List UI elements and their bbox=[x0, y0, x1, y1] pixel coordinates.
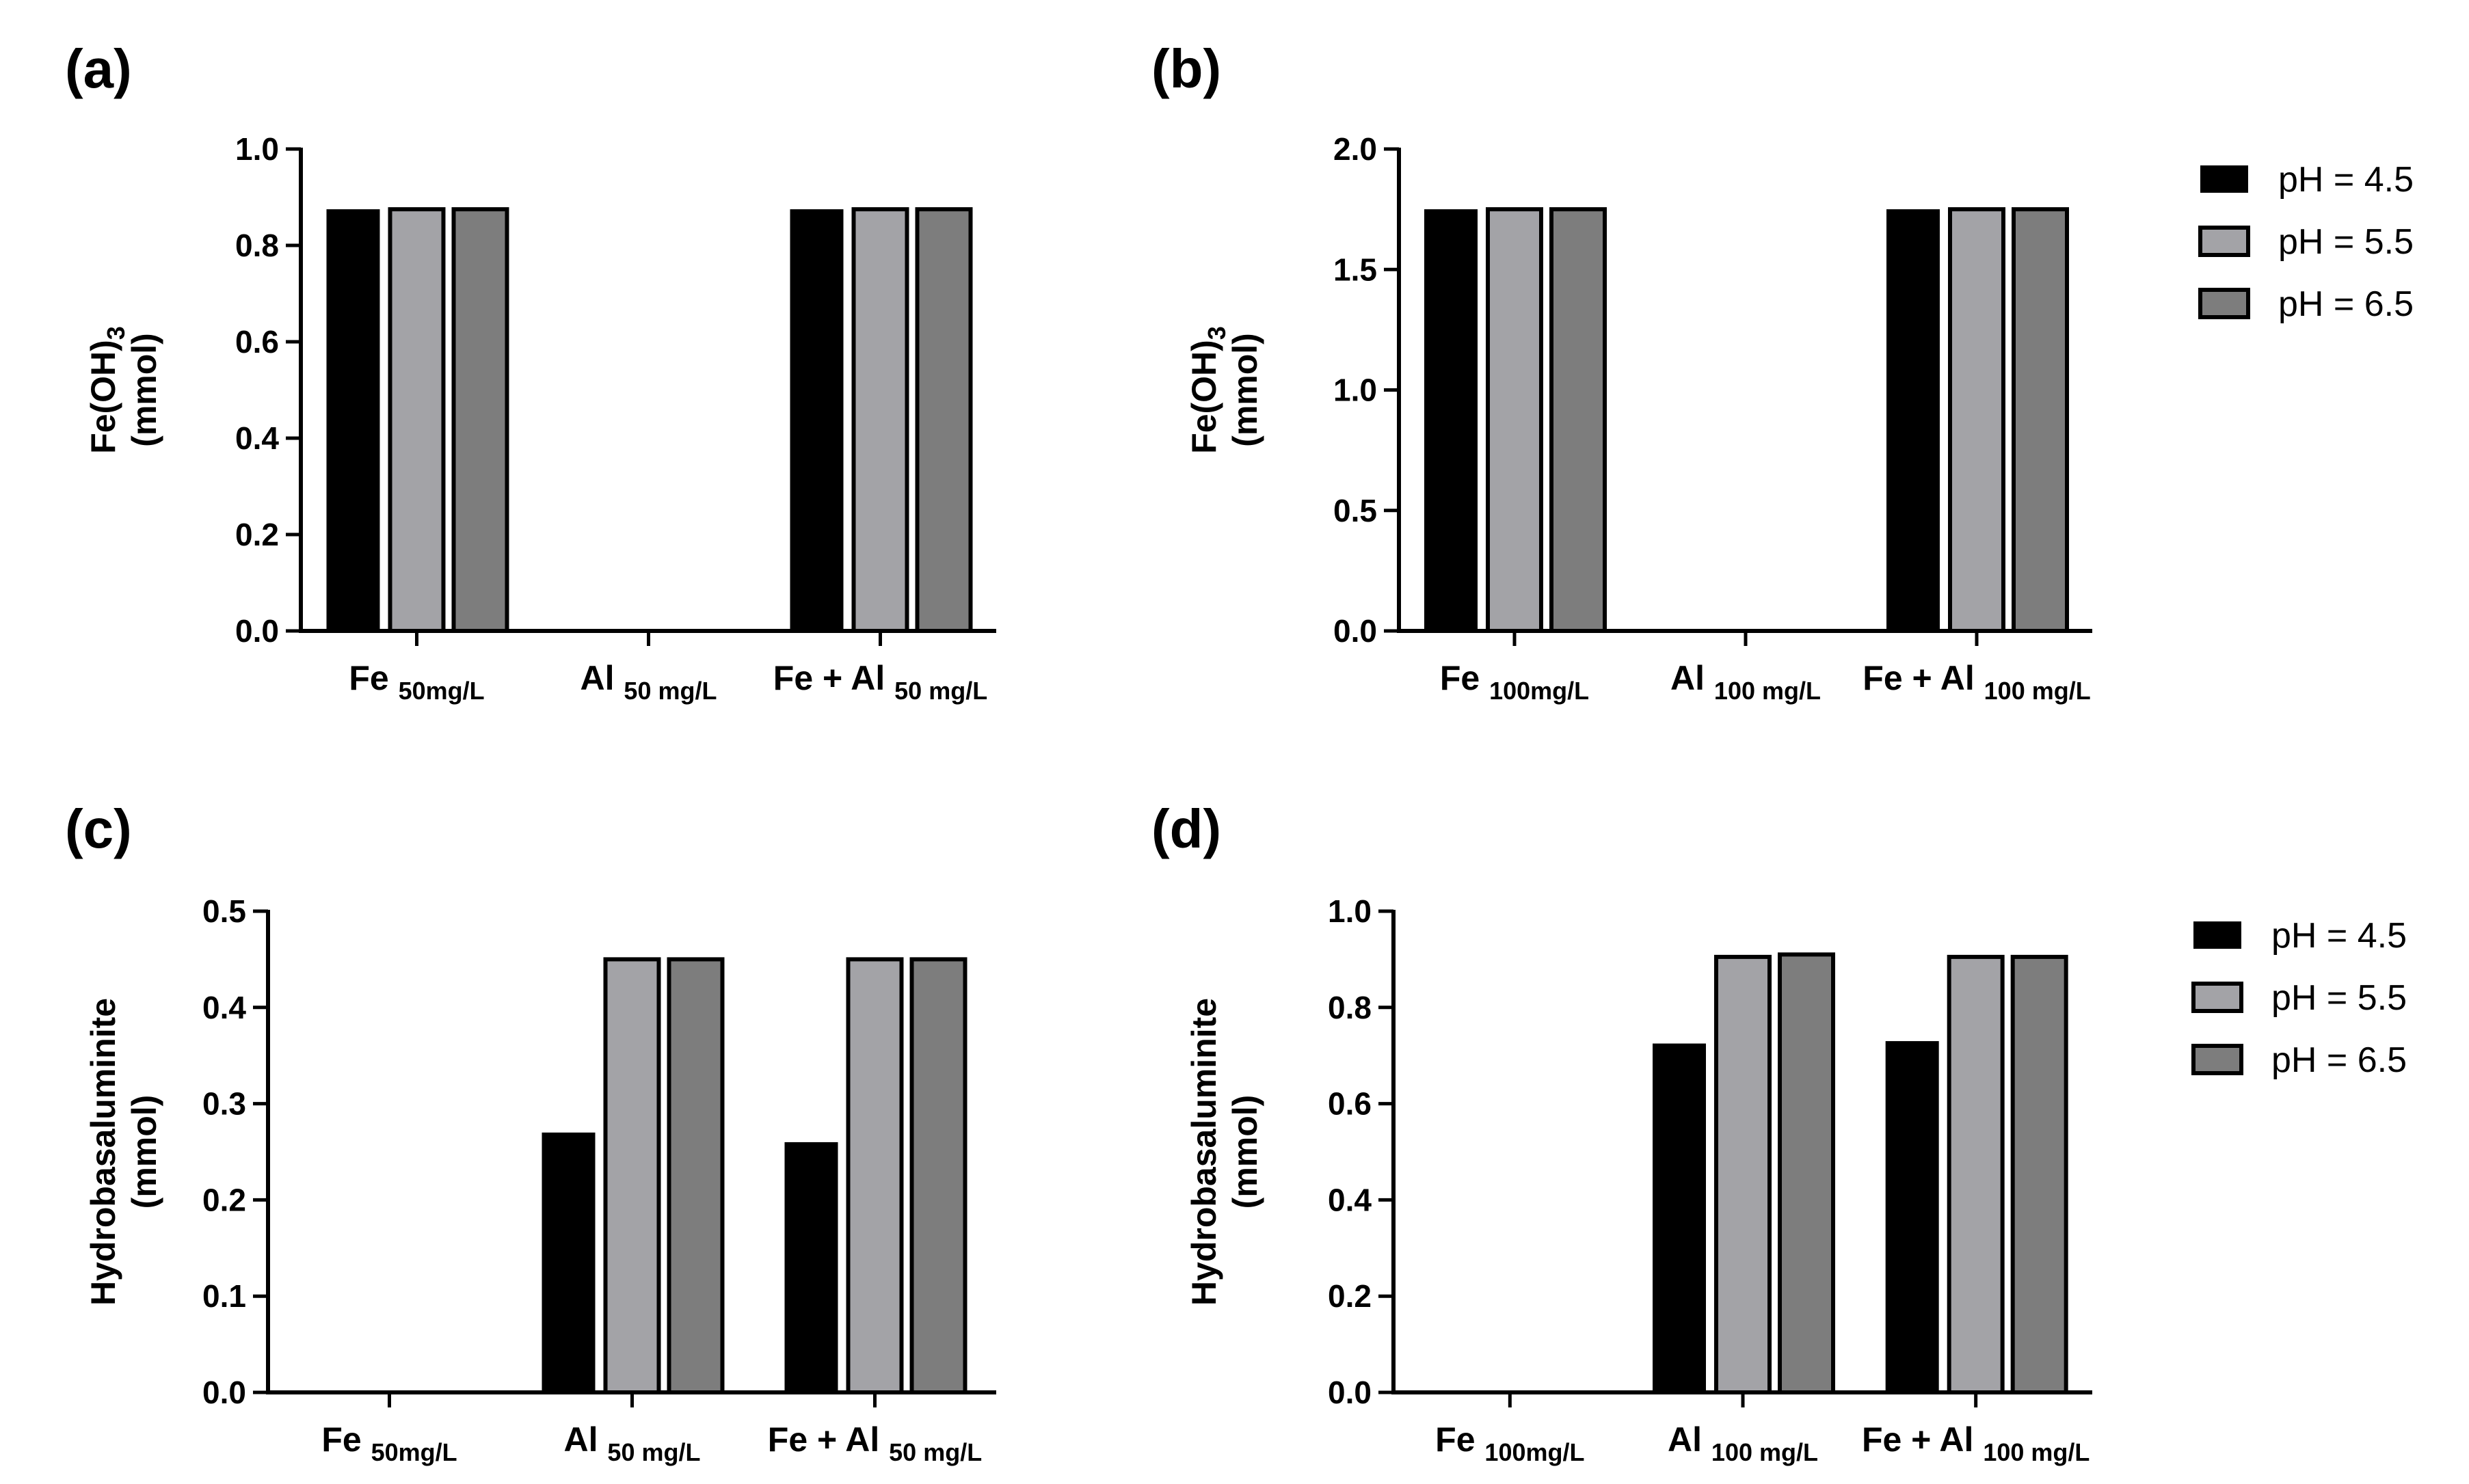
y-tick-label: 0.4 bbox=[202, 990, 246, 1025]
panel-label: (c) bbox=[65, 798, 132, 859]
chart-panel-a: (a) 0.0 0.2 0.4 0.6 0.8 1.0 Fe(OH)3(mmol) Fe 50m… bbox=[65, 38, 996, 705]
x-category-label: Fe 100mg/L bbox=[1440, 659, 1589, 705]
panel-label: (a) bbox=[65, 38, 132, 99]
y-tick-label: 1.0 bbox=[1328, 893, 1372, 929]
bar-d-1-1 bbox=[1714, 954, 1772, 1394]
legend-2: pH = 4.5 pH = 5.5 pH = 6.5 bbox=[2191, 916, 2407, 1080]
y-axis-title: Fe(OH)3 bbox=[84, 326, 130, 454]
bar-d-2-1 bbox=[1947, 954, 2005, 1394]
bar-c-1-0 bbox=[542, 1132, 596, 1392]
bar-b-0-2 bbox=[1549, 207, 1607, 633]
legend-swatch bbox=[2191, 1044, 2243, 1075]
y-tick-label: 0.4 bbox=[1328, 1182, 1372, 1217]
x-category-label: Fe + Al 100 mg/L bbox=[1862, 1420, 2090, 1466]
legend-swatch bbox=[2200, 165, 2248, 193]
y-tick-label: 0.0 bbox=[1328, 1375, 1372, 1410]
legend-swatch bbox=[2198, 226, 2250, 257]
bar-c-2-0 bbox=[784, 1142, 838, 1392]
bar-a-2-0 bbox=[790, 209, 844, 631]
legend-1: pH = 4.5 pH = 5.5 pH = 6.5 bbox=[2198, 160, 2414, 324]
x-category-label: Fe 50mg/L bbox=[349, 659, 484, 705]
y-tick-label: 0.5 bbox=[1333, 493, 1377, 528]
panel-label: (b) bbox=[1151, 38, 1221, 99]
legend-label: pH = 6.5 bbox=[2271, 1040, 2407, 1080]
legend-label: pH = 4.5 bbox=[2278, 160, 2414, 200]
x-category-label: Al 50 mg/L bbox=[564, 1420, 701, 1466]
bar-c-2-1 bbox=[846, 957, 904, 1394]
bar-d-2-2 bbox=[2010, 954, 2068, 1394]
y-tick-label: 2.0 bbox=[1333, 131, 1377, 167]
y-tick-label: 0.6 bbox=[1328, 1086, 1372, 1122]
legend-label: pH = 5.5 bbox=[2278, 222, 2414, 262]
bar-c-2-2 bbox=[909, 957, 967, 1394]
bar-a-2-1 bbox=[851, 207, 909, 633]
bar-b-2-2 bbox=[2012, 207, 2069, 633]
legend-swatch bbox=[2193, 921, 2241, 949]
y-tick-label: 0.0 bbox=[202, 1375, 246, 1410]
bar-a-0-0 bbox=[326, 209, 380, 631]
y-axis-title: Hydrobasaluminite bbox=[1185, 998, 1223, 1306]
y-tick-label: 0.3 bbox=[202, 1086, 246, 1122]
y-axis-unit: (mmol) bbox=[125, 1095, 163, 1209]
x-category-label: Fe 50mg/L bbox=[321, 1420, 457, 1466]
chart-panel-c: (c) 0.0 0.1 0.2 0.3 0.4 0.5 Hydrobasaluminite (m… bbox=[65, 798, 996, 1466]
legend-label: pH = 6.5 bbox=[2278, 284, 2414, 324]
y-tick-label: 0.4 bbox=[235, 420, 279, 456]
y-tick-label: 0.0 bbox=[1333, 613, 1377, 649]
bar-a-0-2 bbox=[451, 207, 509, 633]
y-tick-label: 0.6 bbox=[235, 324, 279, 360]
x-category-label: Al 50 mg/L bbox=[580, 659, 717, 705]
y-tick-label: 1.5 bbox=[1333, 252, 1377, 287]
bar-b-2-0 bbox=[1886, 209, 1940, 631]
y-tick-label: 1.0 bbox=[1333, 373, 1377, 408]
y-axis-title: Hydrobasaluminite bbox=[84, 998, 122, 1306]
bar-d-2-0 bbox=[1885, 1041, 1939, 1392]
bar-c-1-1 bbox=[603, 957, 661, 1394]
legend-swatch bbox=[2198, 288, 2250, 319]
x-category-label: Al 100 mg/L bbox=[1670, 659, 1821, 705]
y-tick-label: 0.1 bbox=[202, 1278, 246, 1314]
bar-b-0-1 bbox=[1486, 207, 1543, 633]
x-category-label: Fe + Al 50 mg/L bbox=[768, 1420, 982, 1466]
x-category-label: Fe + Al 50 mg/L bbox=[773, 659, 987, 705]
y-axis-unit: (mmol) bbox=[1226, 333, 1264, 447]
bar-c-1-2 bbox=[667, 957, 725, 1394]
legend-swatch bbox=[2191, 982, 2243, 1013]
y-axis-title: Fe(OH)3 bbox=[1185, 326, 1231, 454]
x-category-label: Al 100 mg/L bbox=[1668, 1420, 1818, 1466]
y-tick-label: 0.8 bbox=[1328, 990, 1372, 1025]
chart-panel-d: (d) 0.0 0.2 0.4 0.6 0.8 1.0 Hydrobasaluminite (m… bbox=[1151, 798, 2092, 1466]
bar-b-0-0 bbox=[1424, 209, 1478, 631]
y-tick-label: 0.2 bbox=[202, 1182, 246, 1217]
y-axis-unit: (mmol) bbox=[125, 333, 163, 447]
x-category-label: Fe 100mg/L bbox=[1435, 1420, 1584, 1466]
y-tick-label: 1.0 bbox=[235, 131, 279, 167]
x-category-label: Fe + Al 100 mg/L bbox=[1863, 659, 2090, 705]
chart-panel-b: (b) 0.0 0.5 1.0 1.5 2.0 Fe(OH)3(mmol) Fe 100mg/… bbox=[1151, 38, 2092, 705]
legend-label: pH = 5.5 bbox=[2271, 978, 2407, 1018]
y-tick-label: 0.2 bbox=[1328, 1278, 1372, 1314]
bar-a-2-2 bbox=[915, 207, 973, 633]
bar-d-1-0 bbox=[1653, 1043, 1706, 1392]
y-tick-label: 0.0 bbox=[235, 613, 279, 649]
panel-label: (d) bbox=[1151, 798, 1221, 859]
bar-b-2-1 bbox=[1948, 207, 2005, 633]
bar-a-0-1 bbox=[388, 207, 446, 633]
y-tick-label: 0.2 bbox=[235, 517, 279, 552]
y-tick-label: 0.5 bbox=[202, 893, 246, 929]
y-axis-unit: (mmol) bbox=[1226, 1095, 1264, 1209]
bar-d-1-2 bbox=[1778, 952, 1835, 1394]
legend-label: pH = 4.5 bbox=[2271, 916, 2407, 956]
y-tick-label: 0.8 bbox=[235, 228, 279, 263]
